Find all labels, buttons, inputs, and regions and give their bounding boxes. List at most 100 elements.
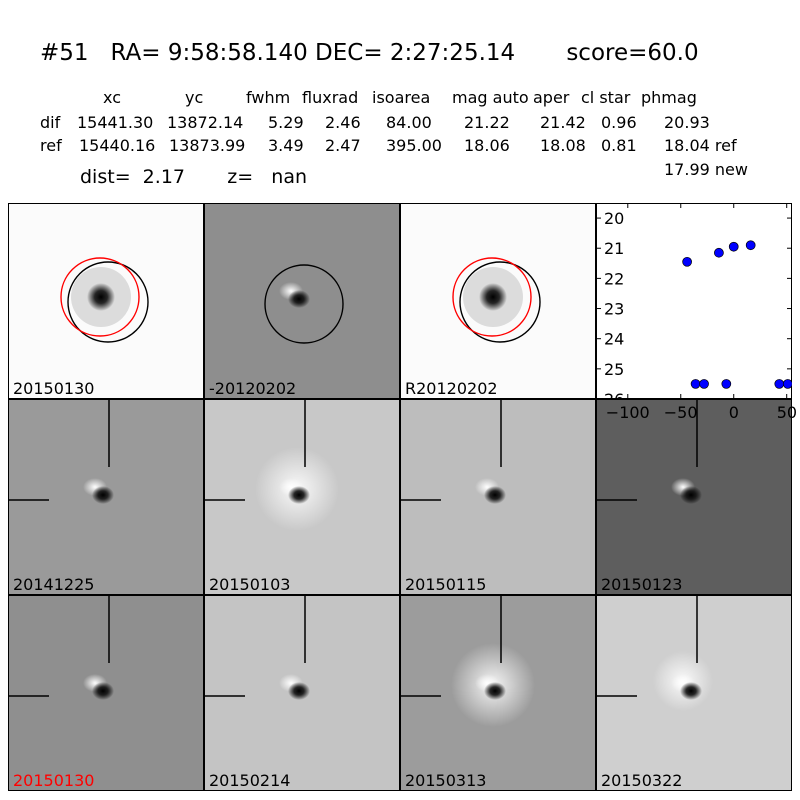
col-header-yc: yc	[185, 88, 204, 107]
data-point	[721, 379, 732, 389]
cutout-image	[60, 257, 149, 343]
residual-negative	[92, 682, 114, 700]
star-source	[479, 283, 507, 311]
y-tick-label: 22	[604, 269, 624, 288]
x-tick-label: 0	[728, 403, 739, 422]
image-panel: 20150130	[8, 203, 204, 399]
data-point	[714, 247, 724, 258]
col-header-aper: aper	[533, 88, 570, 107]
cell-ref-mag-auto: 18.06	[464, 136, 510, 155]
residual-negative	[680, 682, 702, 700]
panel-date-label: R20120202	[405, 379, 498, 398]
page-title: #51 RA= 9:58:58.140 DEC= 2:27:25.14 scor…	[40, 40, 699, 66]
plot-frame	[596, 203, 792, 399]
dist-z-text: dist= 2.17 z= nan	[80, 166, 308, 188]
panel-date-label: 20150115	[405, 575, 487, 594]
y-tick-label: 26	[604, 390, 624, 399]
y-tick-label: 24	[604, 330, 624, 349]
row-name-ref: ref	[40, 136, 62, 155]
col-header-fwhm: fwhm	[246, 88, 291, 107]
cutout-image	[9, 596, 114, 700]
col-header-fluxrad: fluxrad	[302, 88, 359, 107]
image-panel: 20141225	[8, 399, 204, 595]
image-panel: 20150322	[596, 595, 792, 791]
residual-negative	[288, 682, 310, 700]
cell-ref-fluxrad: 2.47	[325, 136, 361, 155]
y-tick-label: 21	[604, 239, 624, 258]
magnitude-lightcurve-chart: 20 21 22 23 24 25 26	[596, 203, 792, 399]
col-header-phmag: phmag	[641, 88, 697, 107]
cell-ref-yc: 13873.99	[169, 136, 246, 155]
image-panel: 20150313	[400, 595, 596, 791]
x-tick-label: 50	[776, 403, 798, 422]
cell-ref-fwhm: 3.49	[268, 136, 304, 155]
cutout-image	[205, 400, 339, 531]
cell-dif-fluxrad: 2.46	[325, 113, 361, 132]
data-point	[690, 379, 701, 389]
panel-date-label: 20150130	[13, 771, 95, 790]
cutout-image	[401, 596, 535, 727]
cell-dif-xc: 15441.30	[77, 113, 154, 132]
y-tick-label: 20	[604, 209, 624, 228]
x-tick-label: −50	[663, 403, 698, 422]
ref-aperture-circle	[67, 261, 149, 343]
y-tick-label: 23	[604, 300, 624, 319]
star-source	[87, 283, 115, 311]
cell-dif-cl-star: 0.96	[601, 113, 637, 132]
cutout-image	[597, 400, 702, 504]
data-point	[782, 379, 792, 389]
image-panel: -20120202	[204, 203, 400, 399]
image-panel: R20120202	[400, 203, 596, 399]
data-point	[728, 241, 739, 252]
cell-ref-cl-star: 0.81	[601, 136, 637, 155]
cell-dif-aper: 21.42	[540, 113, 586, 132]
cell-dif-yc: 13872.14	[167, 113, 244, 132]
ref-aperture-circle	[459, 261, 541, 343]
cell-ref-isoarea: 395.00	[386, 136, 442, 155]
residual-negative	[288, 486, 310, 504]
y-tick-label: 25	[604, 360, 624, 379]
data-point	[774, 379, 785, 389]
cell-dif-mag-auto: 21.22	[464, 113, 510, 132]
image-panel: 20150103	[204, 399, 400, 595]
cell-ref-aper: 18.08	[540, 136, 586, 155]
cutout-image	[9, 400, 114, 504]
dif-aperture-circle	[60, 257, 140, 337]
panel-date-label: 20150103	[209, 575, 291, 594]
cell-ref-phmag: 18.04 ref	[664, 136, 737, 155]
data-point	[745, 240, 756, 251]
panel-date-label: -20120202	[209, 379, 297, 398]
cutout-image	[452, 257, 541, 343]
residual-negative	[680, 486, 702, 504]
cutout-image	[401, 400, 506, 504]
panel-date-label: 20150214	[209, 771, 291, 790]
col-header-xc: xc	[103, 88, 121, 107]
dif-aperture-circle	[452, 257, 532, 337]
cutout-image	[597, 596, 713, 711]
col-header-isoarea: isoarea	[372, 88, 431, 107]
cutout-image	[205, 596, 310, 700]
image-panel: 20150123	[596, 399, 792, 595]
panel-date-label: 20141225	[13, 575, 95, 594]
x-tick-label: −100	[605, 403, 650, 422]
aperture-circle	[264, 264, 344, 344]
residual-negative	[288, 290, 310, 308]
residual-negative	[484, 682, 506, 700]
panel-date-label: 20150123	[601, 575, 683, 594]
col-header-clstar: cl star	[581, 88, 631, 107]
data-point	[682, 256, 692, 267]
panel-date-label: 20150313	[405, 771, 487, 790]
panel-date-label: 20150130	[13, 379, 95, 398]
cutout-image	[264, 264, 344, 344]
residual-negative	[92, 486, 114, 504]
phmag-new: 17.99 new	[664, 160, 748, 179]
panel-date-label: 20150322	[601, 771, 683, 790]
cell-dif-phmag: 20.93	[664, 113, 710, 132]
image-panel: 20150115	[400, 399, 596, 595]
cell-dif-isoarea: 84.00	[386, 113, 432, 132]
image-panel: 20150214	[204, 595, 400, 791]
cell-ref-xc: 15440.16	[79, 136, 156, 155]
residual-negative	[484, 486, 506, 504]
row-name-dif: dif	[40, 113, 61, 132]
image-panel: 20150130	[8, 595, 204, 791]
